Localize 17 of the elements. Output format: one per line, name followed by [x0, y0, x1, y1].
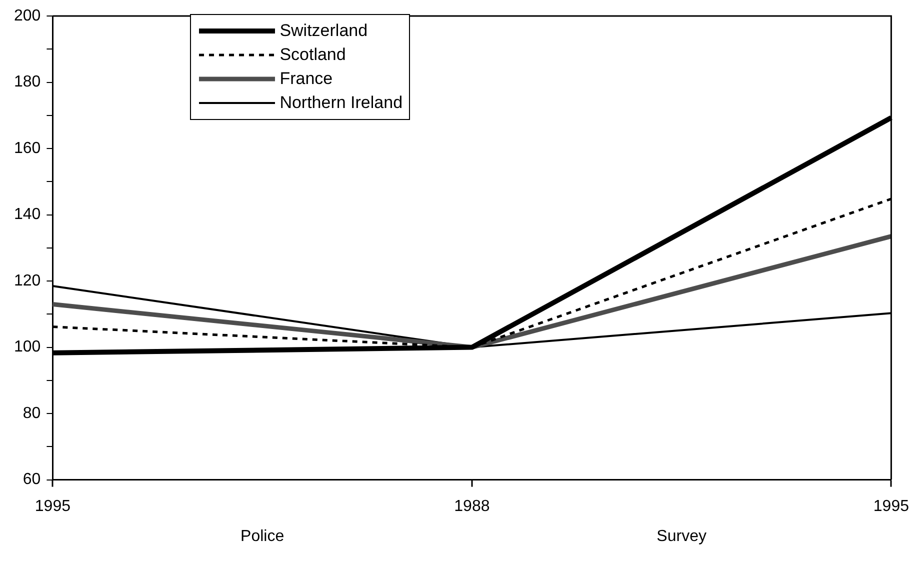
y-tick-label: 200	[14, 7, 41, 24]
y-tick-label: 180	[14, 74, 41, 91]
x-tick-label: 1995	[34, 498, 71, 515]
y-tick-label: 160	[14, 140, 41, 157]
y-tick-label: 140	[14, 206, 41, 224]
x-tick-label: 1988	[454, 498, 490, 515]
legend-label: Northern Ireland	[280, 93, 403, 113]
legend-label: Scotland	[280, 45, 346, 65]
y-tick-label: 60	[22, 471, 41, 488]
y-tick-label: 80	[22, 404, 41, 422]
y-tick-label: 120	[14, 272, 41, 290]
legend-label: Switzerland	[280, 21, 368, 41]
text: Survey	[656, 528, 706, 546]
legend-label: France	[280, 69, 333, 89]
text: Police	[240, 528, 284, 546]
x-tick-label: 1995	[873, 498, 910, 515]
y-tick-label: 100	[14, 338, 41, 356]
